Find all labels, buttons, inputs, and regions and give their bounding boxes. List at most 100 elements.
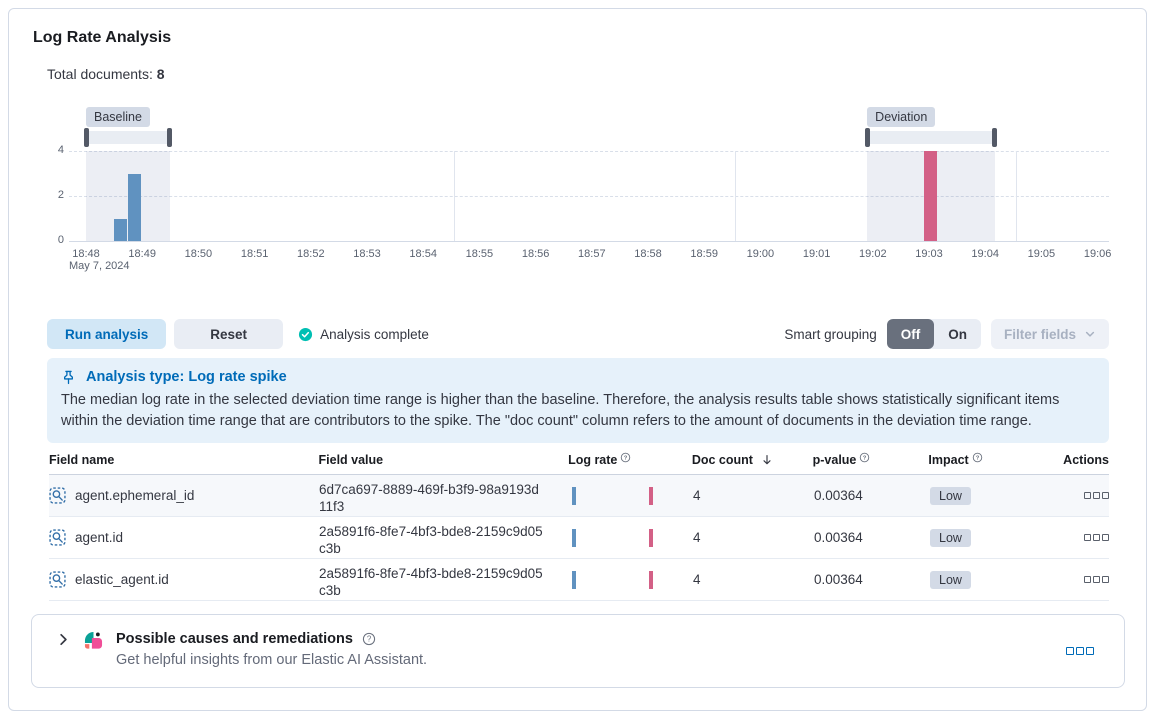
run-analysis-button[interactable]: Run analysis — [47, 319, 167, 349]
ai-assistant-panel: Possible causes and remediations ? Get h… — [31, 614, 1125, 688]
controls-row: Run analysis Reset Analysis complete Sma… — [47, 318, 1109, 350]
analysis-type-callout: Analysis type: Log rate spike The median… — [47, 358, 1109, 443]
x-axis-tick-label: 18:58 — [634, 248, 662, 260]
column-header-log-rate[interactable]: Log rate ? — [568, 452, 692, 467]
baseline-window-shade — [86, 151, 171, 241]
filter-fields-button[interactable]: Filter fields — [990, 319, 1109, 349]
y-axis-tick-label: 0 — [57, 234, 64, 246]
controls-right: Smart grouping Off On Filter fields — [784, 319, 1109, 349]
sort-descending-icon — [760, 453, 774, 467]
smart-grouping-toggle: Off On — [886, 319, 981, 349]
sparkline-bar — [649, 570, 654, 589]
x-axis-tick-label: 18:52 — [297, 248, 325, 260]
deviation-brush-handle-right[interactable] — [991, 128, 997, 147]
y-axis-tick-label: 2 — [57, 189, 64, 201]
chevron-down-icon — [1084, 328, 1096, 340]
x-gridline — [1016, 151, 1018, 241]
doc-count: 4 — [693, 530, 701, 545]
field-name: agent.ephemeral_id — [75, 488, 195, 503]
doc-count: 4 — [693, 488, 701, 503]
doc-count: 4 — [693, 572, 701, 587]
smart-grouping-label: Smart grouping — [784, 326, 877, 342]
histogram-bar — [128, 173, 142, 241]
sparkline-bar — [649, 528, 654, 547]
column-header-doc-count[interactable]: Doc count — [692, 453, 813, 467]
field-search-icon[interactable] — [49, 529, 66, 546]
p-value: 0.00364 — [814, 488, 863, 503]
check-circle-icon — [298, 327, 313, 342]
results-table-header: Field name Field value Log rate ? Doc co… — [49, 446, 1109, 475]
y-gridline — [69, 196, 1109, 197]
chevron-right-icon[interactable] — [56, 632, 71, 647]
sparkline-bar — [572, 486, 577, 505]
column-header-p-value[interactable]: p-value ? — [813, 452, 929, 467]
deviation-brush-track[interactable] — [867, 131, 995, 144]
sparkline-bar — [649, 486, 654, 505]
x-axis-tick-label: 19:06 — [1083, 248, 1112, 260]
x-axis-tick-label: 18:59 — [690, 248, 718, 260]
reset-button[interactable]: Reset — [174, 319, 284, 349]
page-title: Log Rate Analysis — [33, 29, 172, 46]
log-rate-analysis-panel: Log Rate Analysis Total documents: 8 0 2 4… — [8, 8, 1147, 711]
x-gridline — [454, 151, 456, 241]
baseline-badge: Baseline — [86, 107, 150, 127]
column-header-field-name: Field name — [49, 453, 115, 467]
baseline-brush-track[interactable] — [86, 131, 171, 144]
x-axis-tick-label: 18:53 — [353, 248, 381, 260]
x-axis-tick-label: 19:04 — [971, 248, 999, 260]
svg-text:?: ? — [863, 455, 867, 461]
question-in-circle-icon: ? — [620, 452, 631, 463]
x-axis-date-label: May 7, 2024 — [69, 260, 130, 272]
baseline-brush-handle-right[interactable] — [167, 128, 173, 147]
x-axis-tick-label: 19:01 — [802, 248, 831, 260]
y-axis-tick-label: 4 — [57, 144, 64, 156]
pin-icon — [61, 370, 76, 385]
total-documents-value: 8 — [156, 66, 165, 82]
column-header-field-value: Field value — [318, 453, 384, 467]
svg-text:?: ? — [975, 455, 979, 461]
svg-text:?: ? — [624, 455, 628, 461]
field-value: 2a5891f6-8fe7-4bf3-bde8-2159c9d05c3b — [319, 565, 543, 598]
results-table-body: agent.ephemeral_id 6d7ca697-8889-469f-b3… — [49, 475, 1109, 601]
x-axis-tick-label: 18:48 — [72, 248, 100, 260]
x-axis-tick-label: 18:51 — [240, 248, 269, 260]
x-axis-tick-label: 19:05 — [1027, 248, 1056, 260]
field-name: agent.id — [75, 530, 124, 545]
ai-panel-text: Possible causes and remediations ? Get h… — [116, 631, 427, 668]
log-rate-sparkline — [569, 570, 669, 590]
callout-body: The median log rate in the selected devi… — [61, 392, 1060, 429]
field-search-icon[interactable] — [49, 487, 66, 504]
boxes-horizontal-icon[interactable] — [1084, 492, 1109, 499]
x-axis-tick-label: 18:49 — [128, 248, 156, 260]
x-axis-tick-label: 18:57 — [578, 248, 606, 260]
boxes-horizontal-icon[interactable] — [1084, 576, 1109, 583]
x-axis-tick-label: 19:03 — [915, 248, 943, 260]
x-axis-tick-label: 19:02 — [859, 248, 887, 260]
boxes-horizontal-icon[interactable] — [1066, 647, 1094, 655]
baseline-brush-handle-left[interactable] — [84, 128, 89, 147]
x-axis-tick-label: 18:50 — [184, 248, 213, 260]
question-in-circle-icon: ? — [972, 452, 983, 463]
histogram-bar — [114, 218, 128, 241]
field-search-icon[interactable] — [49, 571, 66, 588]
p-value: 0.00364 — [814, 530, 863, 545]
total-documents-label: Total documents: — [47, 66, 153, 82]
table-row: agent.ephemeral_id 6d7ca697-8889-469f-b3… — [49, 475, 1109, 517]
smart-grouping-off-button[interactable]: Off — [886, 319, 935, 349]
question-in-circle-icon[interactable]: ? — [362, 632, 376, 646]
log-rate-sparkline — [569, 528, 669, 548]
deviation-brush-handle-left[interactable] — [865, 128, 871, 147]
deviation-badge: Deviation — [867, 107, 936, 127]
x-axis-tick-label: 18:56 — [521, 248, 550, 260]
smart-grouping-on-button[interactable]: On — [948, 326, 967, 342]
column-header-impact[interactable]: Impact ? — [928, 452, 1063, 467]
analysis-status: Analysis complete — [298, 327, 429, 342]
boxes-horizontal-icon[interactable] — [1084, 534, 1109, 541]
sparkline-bar — [572, 528, 577, 547]
table-row: elastic_agent.id 2a5891f6-8fe7-4bf3-bde8… — [49, 559, 1109, 601]
x-axis-tick-label: 18:55 — [465, 248, 494, 260]
log-rate-sparkline — [569, 486, 669, 506]
filter-fields-label: Filter fields — [1003, 326, 1076, 342]
total-documents: Total documents: 8 — [47, 66, 165, 82]
field-value: 2a5891f6-8fe7-4bf3-bde8-2159c9d05c3b — [319, 523, 543, 556]
